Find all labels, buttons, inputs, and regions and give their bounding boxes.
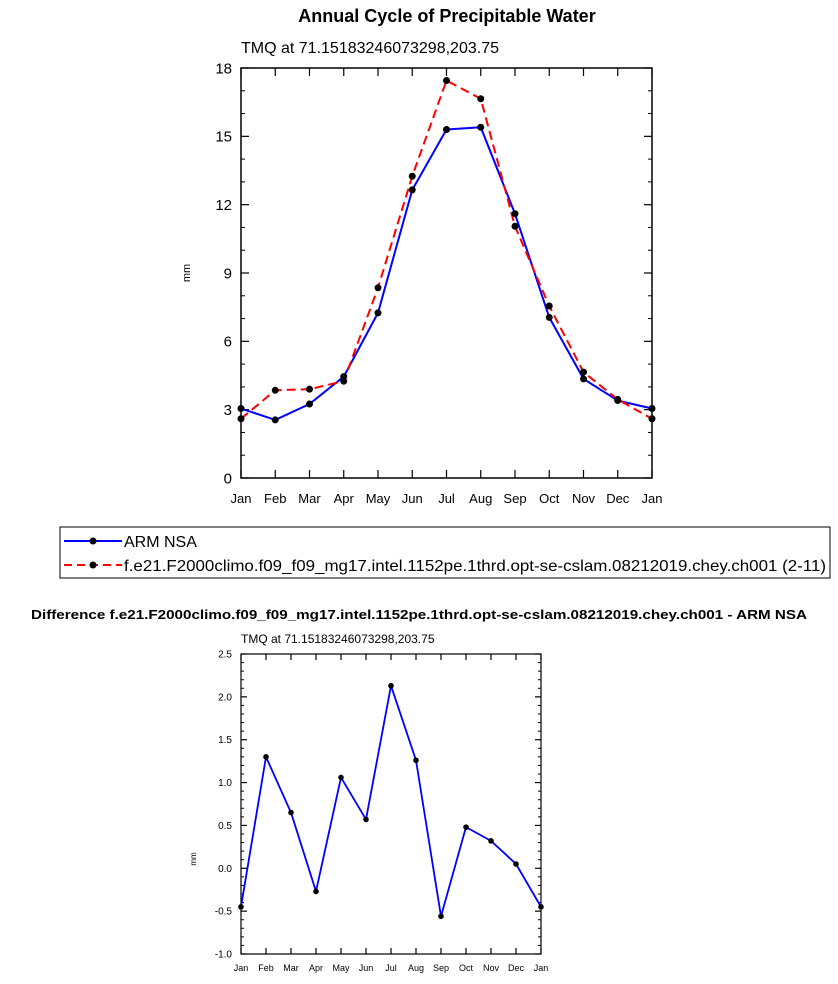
y-tick-label: 1.0 — [218, 778, 232, 789]
x-tick-label: Apr — [309, 963, 323, 973]
data-point-series-0 — [288, 809, 294, 816]
data-point-series-0 — [513, 861, 519, 867]
legend-label-model: f.e21.F2000climo.f09_f09_mg17.intel.1152… — [124, 558, 826, 575]
legend-marker-model — [89, 561, 97, 569]
data-point-series-0 — [237, 405, 245, 413]
data-point-series-0 — [413, 757, 419, 764]
data-point-series-1 — [340, 377, 348, 385]
data-point-series-0 — [313, 888, 319, 895]
data-point-series-1 — [408, 172, 416, 180]
x-tick-label: Jan — [534, 963, 549, 973]
x-tick-label: Feb — [258, 963, 274, 973]
x-tick-label: Aug — [408, 963, 424, 973]
difference-subtitle: TMQ at 71.15183246073298,203.75 — [241, 632, 435, 646]
legend-marker-arm-nsa — [89, 537, 97, 545]
chart-subtitle: TMQ at 71.15183246073298,203.75 — [241, 40, 499, 57]
y-tick-label: 6 — [224, 334, 232, 351]
data-point-series-0 — [363, 816, 369, 823]
x-tick-label: Dec — [606, 491, 630, 506]
data-point-series-0 — [477, 123, 485, 131]
legend-label-arm-nsa: ARM NSA — [124, 534, 197, 551]
data-point-series-0 — [648, 405, 656, 413]
data-point-series-0 — [338, 774, 344, 781]
data-point-series-0 — [443, 126, 450, 133]
y-tick-label: -1.0 — [215, 950, 233, 961]
legend: ARM NSA f.e21.F2000climo.f09_f09_mg17.in… — [59, 526, 831, 579]
x-tick-label: Oct — [459, 963, 474, 973]
chart-title: Annual Cycle of Precipitable Water — [298, 6, 595, 26]
data-point-series-1 — [237, 415, 245, 423]
x-tick-label: May — [366, 491, 391, 506]
x-tick-label: Sep — [433, 963, 449, 973]
y-tick-label: 1.5 — [218, 735, 232, 746]
difference-chart: Difference f.e21.F2000climo.f09_f09_mg17… — [31, 607, 808, 973]
data-point-series-0 — [374, 309, 382, 317]
data-point-series-1 — [306, 385, 313, 393]
data-point-series-0 — [580, 375, 587, 383]
data-point-series-0 — [488, 838, 494, 844]
x-tick-label: Jul — [438, 491, 455, 506]
x-tick-label: Jan — [642, 491, 663, 506]
y-tick-label: 12 — [215, 197, 232, 214]
y-tick-label: 2.0 — [218, 692, 232, 703]
data-point-series-0 — [263, 754, 269, 760]
x-tick-label: Aug — [469, 491, 492, 506]
x-tick-label: Nov — [483, 963, 500, 973]
x-tick-label: Apr — [334, 491, 355, 506]
y-axis-label: mm — [181, 264, 193, 282]
x-tick-label: Oct — [539, 491, 560, 506]
difference-plot-frame — [240, 653, 542, 955]
data-point-series-1 — [545, 302, 553, 310]
data-point-series-0 — [238, 904, 244, 910]
data-point-series-1 — [511, 222, 519, 230]
y-tick-label: 0.5 — [218, 821, 232, 832]
difference-title: Difference f.e21.F2000climo.f09_f09_mg17… — [31, 607, 808, 622]
x-tick-label: Feb — [264, 491, 286, 506]
data-point-series-1 — [580, 368, 587, 376]
data-point-series-0 — [438, 913, 444, 920]
y-tick-label: 0 — [224, 470, 232, 487]
data-point-series-0 — [463, 824, 469, 830]
data-point-series-0 — [511, 210, 519, 218]
data-point-series-0 — [306, 400, 313, 408]
y-tick-label: 0.0 — [218, 864, 232, 875]
x-tick-label: May — [332, 963, 350, 973]
data-point-series-0 — [408, 186, 416, 194]
x-tick-label: Jan — [234, 963, 249, 973]
x-tick-label: Nov — [572, 491, 596, 506]
y-tick-label: 3 — [224, 402, 232, 419]
difference-y-axis-label: mm — [189, 852, 198, 866]
data-point-series-0 — [388, 682, 394, 689]
annual-cycle-chart: Annual Cycle of Precipitable Water TMQ a… — [181, 6, 662, 506]
data-point-series-0 — [271, 416, 279, 424]
data-point-series-1 — [443, 77, 450, 85]
data-point-series-0 — [538, 904, 544, 910]
data-point-series-1 — [271, 386, 279, 394]
x-tick-label: Mar — [283, 963, 299, 973]
x-tick-label: Jun — [402, 491, 423, 506]
y-tick-label: 2.5 — [218, 650, 232, 661]
series-line-0 — [240, 126, 653, 421]
y-tick-label: 18 — [215, 60, 232, 77]
x-tick-label: Mar — [298, 491, 321, 506]
data-point-series-1 — [374, 284, 382, 292]
data-point-series-1 — [477, 95, 485, 103]
x-tick-label: Jan — [231, 491, 252, 506]
y-tick-label: 15 — [215, 129, 232, 146]
x-tick-label: Jun — [359, 963, 374, 973]
data-point-series-1 — [614, 395, 622, 403]
y-tick-label: 9 — [224, 265, 232, 282]
data-point-series-0 — [545, 313, 553, 321]
x-tick-label: Sep — [503, 491, 526, 506]
y-tick-label: -0.5 — [215, 907, 233, 918]
x-tick-label: Jul — [385, 963, 397, 973]
legend-box — [59, 526, 831, 579]
x-tick-label: Dec — [508, 963, 525, 973]
data-point-series-1 — [648, 415, 656, 423]
series-line-0 — [240, 684, 542, 918]
